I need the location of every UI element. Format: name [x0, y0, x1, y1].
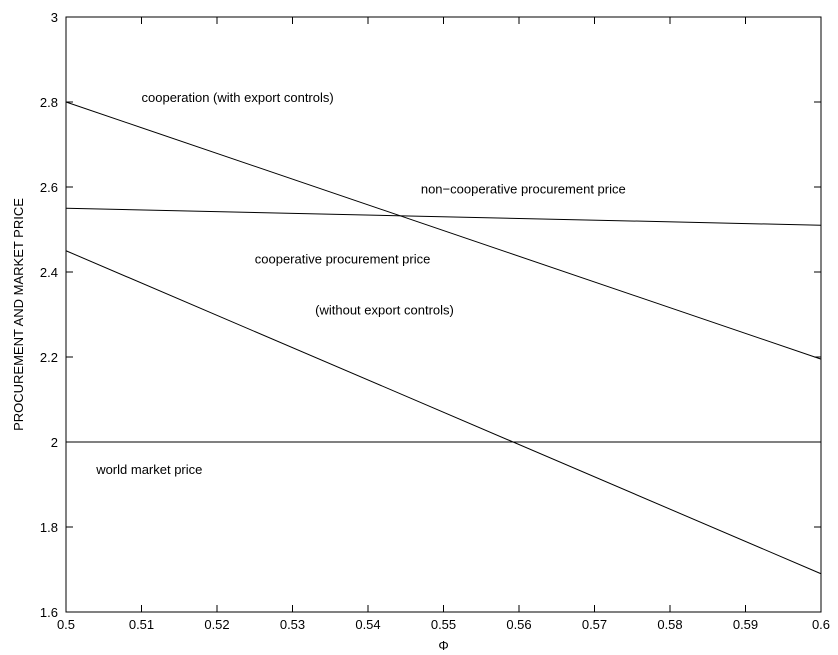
x-axis-label: Φ	[438, 638, 448, 653]
x-tick-label: 0.6	[812, 617, 830, 632]
x-tick-label: 0.56	[506, 617, 531, 632]
annotation-label: cooperative procurement price	[255, 252, 431, 267]
annotations: cooperation (with export controls) non−co…	[95, 90, 626, 477]
x-tick-label: 0.57	[582, 617, 607, 632]
series-line-2	[65, 250, 822, 575]
x-tick-label: 0.58	[657, 617, 682, 632]
series-line-0	[65, 101, 822, 360]
x-tick-label: 0.52	[204, 617, 229, 632]
y-tick-label: 2.6	[40, 180, 58, 195]
y-tick-label: 1.6	[40, 605, 58, 620]
y-tick-label: 2	[51, 435, 58, 450]
y-tick-label: 3	[51, 10, 58, 25]
y-tick-label: 2.4	[40, 265, 58, 280]
plot-area	[65, 16, 822, 613]
y-tick-label: 2.8	[40, 95, 58, 110]
x-tick-label: 0.55	[431, 617, 456, 632]
x-tick-label: 0.51	[129, 617, 154, 632]
series-lines	[65, 101, 822, 575]
x-axis-ticks: 0.5 0.51 0.52 0.53 0.54 0.55 0.56 0.57 0.58 0.59 0…	[57, 17, 830, 632]
y-axis-ticks: 1.6 1.8 2 2.2 2.4 2.6 2.8 3	[40, 10, 821, 620]
x-tick-label: 0.54	[355, 617, 380, 632]
x-tick-label: 0.59	[733, 617, 758, 632]
x-tick-label: 0.5	[57, 617, 75, 632]
y-tick-label: 1.8	[40, 520, 58, 535]
annotation-label: cooperation (with export controls)	[142, 90, 334, 105]
annotation-label: (without export controls)	[315, 303, 454, 318]
y-axis-label: PROCUREMENT AND MARKET PRICE	[11, 198, 26, 431]
x-tick-label: 0.53	[280, 617, 305, 632]
series-line-1	[65, 207, 822, 226]
y-tick-label: 2.2	[40, 350, 58, 365]
annotation-label: world market price	[95, 462, 202, 477]
annotation-label: non−cooperative procurement price	[421, 181, 626, 196]
